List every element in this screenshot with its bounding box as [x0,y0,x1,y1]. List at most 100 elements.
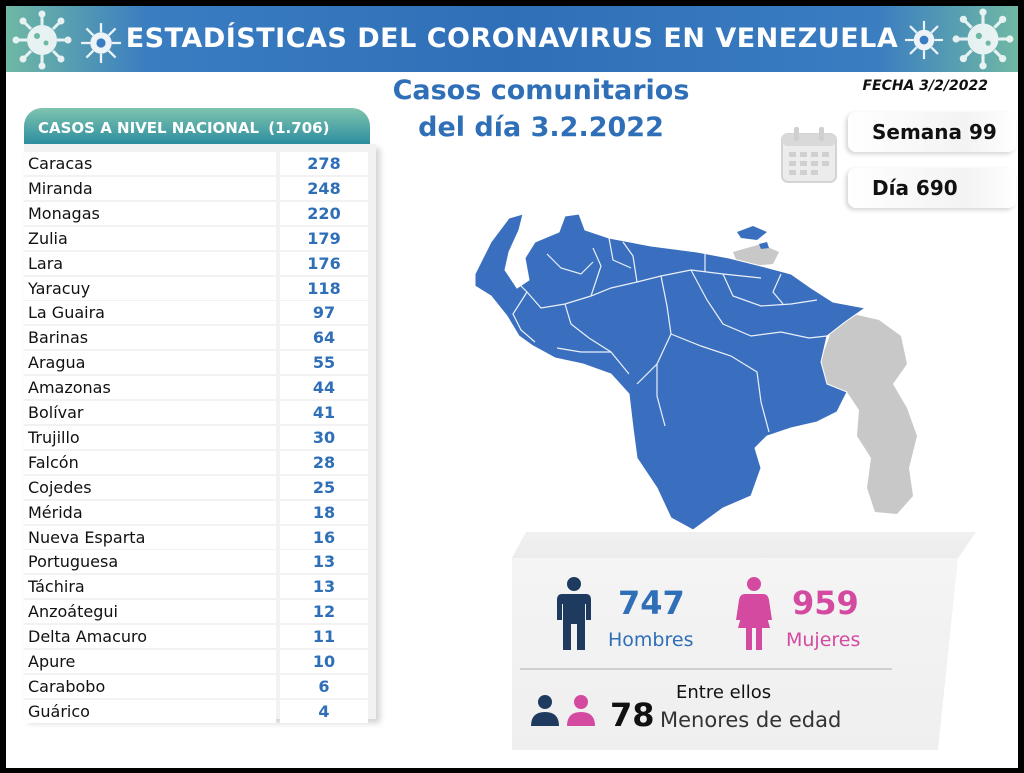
women-count: 959 [792,584,859,622]
state-cases: 176 [280,251,368,275]
state-name: Portuguesa [24,550,276,574]
stats-divider [520,668,892,670]
state-name: La Guaira [24,301,276,325]
state-cases: 179 [280,226,368,250]
table-row: Aragua 55 [24,351,370,375]
woman-icon [736,577,772,650]
calendar-icon [781,127,837,183]
state-cases: 13 [280,575,368,599]
state-cases: 28 [280,450,368,474]
state-cases: 64 [280,326,368,350]
stats-panel [504,528,976,750]
state-cases: 18 [280,500,368,524]
map-venezuela [474,213,867,531]
state-cases: 10 [280,650,368,673]
stats-background [512,532,976,750]
table-row: Monagas 220 [24,201,370,225]
state-cases: 30 [280,425,368,449]
map-coche-island [759,242,769,249]
minors-label: Menores de edad [660,708,842,732]
state-name: Guárico [24,699,276,723]
state-cases: 220 [280,201,368,225]
state-cases: 4 [280,699,368,723]
virus-icon [952,8,1014,70]
state-name: Amazonas [24,376,276,400]
virus-icon [81,23,121,63]
man-icon [557,577,591,650]
header-banner: ESTADÍSTICAS DEL CORONAVIRUS EN VENEZUEL… [6,6,1018,72]
week-badge: Semana 99 [848,112,1016,152]
table-row: Delta Amacuro 11 [24,625,370,649]
state-cases: 16 [280,525,368,549]
men-count: 747 [618,584,685,622]
table-row: Caracas 278 [24,152,370,175]
child-icon [531,695,595,726]
infographic: ESTADÍSTICAS DEL CORONAVIRUS EN VENEZUEL… [6,6,1018,768]
state-name: Barinas [24,326,276,350]
subtitle-line-1: Casos comunitarios [392,75,690,106]
state-cases: 12 [280,600,368,624]
cases-table: Caracas 278 Miranda 248 Monagas 220 Zulia 179 La… [24,144,376,723]
table-row: Portuguesa 13 [24,550,370,574]
state-name: Apure [24,650,276,673]
minors-prefix: Entre ellos [676,682,772,703]
state-cases: 44 [280,376,368,400]
state-name: Cojedes [24,475,276,499]
state-cases: 25 [280,475,368,499]
table-row: La Guaira 97 [24,301,370,325]
state-name: Delta Amacuro [24,625,276,649]
state-name: Carabobo [24,674,276,698]
table-row: Bolívar 41 [24,401,370,424]
header-title: ESTADÍSTICAS DEL CORONAVIRUS EN VENEZUEL… [125,23,899,54]
state-cases: 41 [280,401,368,424]
table-row: Miranda 248 [24,176,370,200]
table-row: Cojedes 25 [24,475,370,499]
women-label: Mujeres [786,629,861,651]
map-margarita-island [737,226,767,240]
map-guyana-region [821,314,917,514]
subtitle-line-2: del día 3.2.2022 [418,112,664,143]
state-name: Táchira [24,575,276,599]
table-row: Amazonas 44 [24,376,370,400]
virus-icon [904,20,944,60]
state-name: Lara [24,251,276,275]
table-row: Apure 10 [24,650,370,673]
state-name: Zulia [24,226,276,250]
table-row: Lara 176 [24,251,370,275]
men-label: Hombres [608,629,694,651]
state-cases: 248 [280,176,368,200]
day-badge: Día 690 [848,168,1016,208]
table-row: Nueva Esparta 16 [24,525,370,549]
table-row: Trujillo 30 [24,425,370,449]
state-name: Miranda [24,176,276,200]
state-name: Aragua [24,351,276,375]
table-row: Carabobo 6 [24,674,370,698]
state-cases: 11 [280,625,368,649]
state-name: Bolívar [24,401,276,424]
state-cases: 118 [280,276,368,300]
table-title: CASOS A NIVEL NACIONAL [38,119,260,137]
table-row: Barinas 64 [24,326,370,350]
date-label: FECHA 3/2/2022 [862,78,988,94]
table-row: Yaracuy 118 [24,276,370,300]
minors-count: 78 [610,696,655,734]
map-trinidad [733,244,779,266]
table-row: Falcón 28 [24,450,370,474]
table-row: Táchira 13 [24,575,370,599]
table-row: Zulia 179 [24,226,370,250]
state-cases: 55 [280,351,368,375]
state-name: Trujillo [24,425,276,449]
state-name: Falcón [24,450,276,474]
state-cases: 278 [280,152,368,175]
state-name: Caracas [24,152,276,175]
table-header: CASOS A NIVEL NACIONAL (1.706) [24,108,370,144]
state-name: Mérida [24,500,276,524]
state-cases: 97 [280,301,368,325]
state-name: Yaracuy [24,276,276,300]
virus-icon [12,10,72,70]
table-total: (1.706) [268,119,330,137]
state-name: Monagas [24,201,276,225]
table-row: Guárico 4 [24,699,370,723]
state-cases: 6 [280,674,368,698]
state-name: Anzoátegui [24,600,276,624]
